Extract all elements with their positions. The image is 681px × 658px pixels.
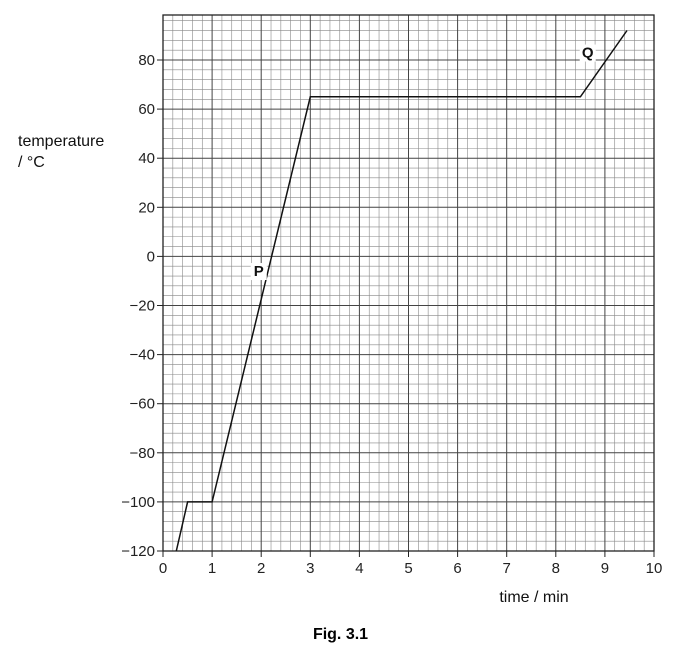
annotation-label: Q [582,45,594,62]
x-tick-label: 3 [306,560,314,577]
y-tick-label: 40 [138,150,155,167]
annotations: PQ [250,44,596,281]
annotation-label: P [254,263,264,280]
y-tick-label: 20 [138,199,155,216]
axes [157,14,655,557]
y-tick-label: −40 [130,347,155,364]
series-line [175,30,628,552]
y-tick-label: −80 [130,445,155,462]
y-tick-label: 60 [138,101,155,118]
x-tick-label: 8 [552,560,560,577]
y-axis-label-line2: / °C [18,154,45,171]
x-tick-label: 5 [404,560,412,577]
x-tick-label: 10 [646,560,663,577]
annotation-backdrop [579,44,596,62]
x-tick-label: 1 [208,560,216,577]
x-tick-label: 0 [159,560,167,577]
x-tick-label: 6 [453,560,461,577]
x-tick-label: 9 [601,560,609,577]
x-axis-label: time / min [499,589,568,606]
y-tick-label: −60 [130,396,155,413]
grid-major-lines [162,15,655,552]
y-tick-label: 0 [147,248,155,265]
y-tick-label: −120 [121,543,155,560]
y-tick-label: −20 [130,298,155,315]
tick-labels: −120 −100 −80 −60 −40 −20 0 20 40 60 80 0 1 2 3 4 5 6 7 8 9 1… [121,52,662,577]
series-group [175,30,628,552]
y-axis-label-line1: temperature [18,133,104,150]
annotation-backdrop [250,263,267,281]
x-tick-label: 7 [503,560,511,577]
x-tick-label: 4 [355,560,363,577]
figure-caption: Fig. 3.1 [312,626,369,643]
y-tick-label: −100 [121,494,155,511]
x-tick-label: 2 [257,560,265,577]
y-tick-label: 80 [138,52,155,69]
